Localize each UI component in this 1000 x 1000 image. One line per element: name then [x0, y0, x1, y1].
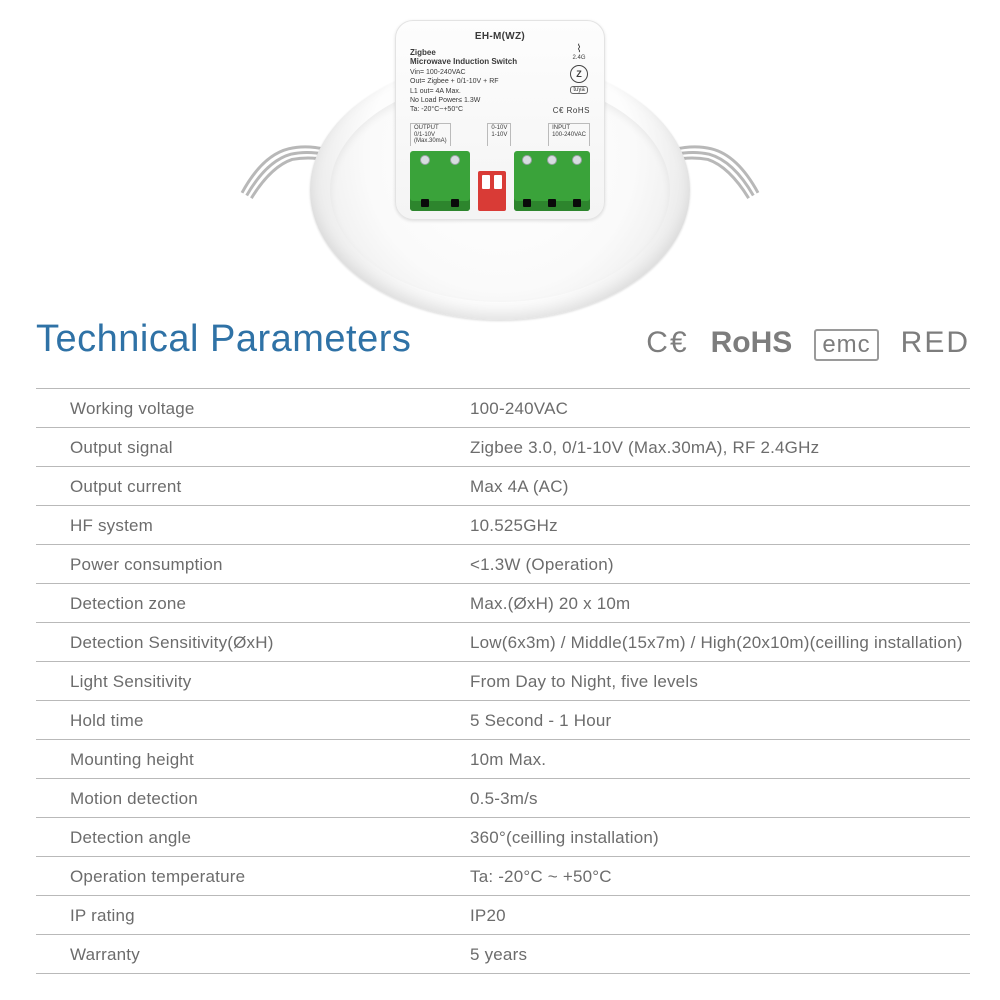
terminal-output [410, 151, 470, 211]
table-row: Mounting height10m Max. [36, 740, 970, 779]
param-key: Motion detection [70, 789, 470, 809]
terminal-input [514, 151, 590, 211]
param-value: Ta: -20°C ~ +50°C [470, 867, 970, 887]
table-row: Detection zoneMax.(ØxH) 20 x 10m [36, 584, 970, 623]
table-row: Output signalZigbee 3.0, 0/1-10V (Max.30… [36, 428, 970, 467]
param-key: Hold time [70, 711, 470, 731]
certification-badges: C€ RoHS emc RED [646, 326, 970, 361]
zigbee-icon: Z [570, 65, 588, 83]
param-value: Zigbee 3.0, 0/1-10V (Max.30mA), RF 2.4GH… [470, 438, 970, 458]
param-key: Mounting height [70, 750, 470, 770]
module-body: EH-M(WZ) Zigbee Microwave Induction Swit… [395, 20, 605, 220]
param-key: Light Sensitivity [70, 672, 470, 692]
param-key: Detection angle [70, 828, 470, 848]
table-row: Warranty5 years [36, 935, 970, 974]
rohs-mark: RoHS [711, 326, 793, 360]
ce-mark: C€ [646, 326, 688, 360]
param-value: <1.3W (Operation) [470, 555, 970, 575]
param-key: Detection Sensitivity(ØxH) [70, 633, 470, 653]
param-key: IP rating [70, 906, 470, 926]
param-key: HF system [70, 516, 470, 536]
param-value: 360°(ceilling installation) [470, 828, 970, 848]
terminal-blocks [410, 151, 590, 211]
dip-switch [478, 171, 506, 211]
param-key: Working voltage [70, 399, 470, 419]
param-key: Power consumption [70, 555, 470, 575]
wifi-icon: ⌇ [564, 43, 594, 55]
param-value: 100-240VAC [470, 399, 970, 419]
table-row: Motion detection0.5-3m/s [36, 779, 970, 818]
param-value: Low(6x3m) / Middle(15x7m) / High(20x10m)… [470, 633, 970, 653]
product-name: Zigbee Microwave Induction Switch [410, 48, 590, 66]
emc-mark: emc [814, 329, 878, 361]
tuya-icon: tuya [570, 86, 587, 95]
param-value: From Day to Night, five levels [470, 672, 970, 692]
param-key: Output current [70, 477, 470, 497]
param-value: 0.5-3m/s [470, 789, 970, 809]
param-value: 5 Second - 1 Hour [470, 711, 970, 731]
table-row: Light SensitivityFrom Day to Night, five… [36, 662, 970, 701]
param-key: Operation temperature [70, 867, 470, 887]
module-badges: ⌇ 2.4G Z tuya [564, 43, 594, 94]
ce-rohs-label: C€ RoHS [553, 106, 590, 115]
table-row: Output currentMax 4A (AC) [36, 467, 970, 506]
red-mark: RED [901, 326, 970, 360]
table-row: Power consumption<1.3W (Operation) [36, 545, 970, 584]
param-value: Max 4A (AC) [470, 477, 970, 497]
input-label: INPUT 100-240VAC [548, 123, 590, 146]
param-key: Warranty [70, 945, 470, 965]
table-row: Detection Sensitivity(ØxH)Low(6x3m) / Mi… [36, 623, 970, 662]
terminal-labels: OUTPUT 0/1-10V (Max.30mA) 0-10V 1-10V IN… [410, 123, 590, 146]
param-value: Max.(ØxH) 20 x 10m [470, 594, 970, 614]
param-key: Output signal [70, 438, 470, 458]
param-key: Detection zone [70, 594, 470, 614]
product-illustration: EH-M(WZ) Zigbee Microwave Induction Swit… [310, 20, 690, 320]
table-row: IP ratingIP20 [36, 896, 970, 935]
param-value: 5 years [470, 945, 970, 965]
table-row: Hold time5 Second - 1 Hour [36, 701, 970, 740]
table-row: Working voltage100-240VAC [36, 388, 970, 428]
table-row: Operation temperatureTa: -20°C ~ +50°C [36, 857, 970, 896]
param-value: IP20 [470, 906, 970, 926]
param-value: 10.525GHz [470, 516, 970, 536]
heading-row: Technical Parameters C€ RoHS emc RED [36, 318, 970, 362]
param-value: 10m Max. [470, 750, 970, 770]
table-row: Detection angle360°(ceilling installatio… [36, 818, 970, 857]
parameters-table: Working voltage100-240VACOutput signalZi… [36, 388, 970, 974]
model-number: EH-M(WZ) [410, 31, 590, 42]
output-label: OUTPUT 0/1-10V (Max.30mA) [410, 123, 451, 146]
table-row: HF system10.525GHz [36, 506, 970, 545]
section-title: Technical Parameters [36, 318, 411, 361]
